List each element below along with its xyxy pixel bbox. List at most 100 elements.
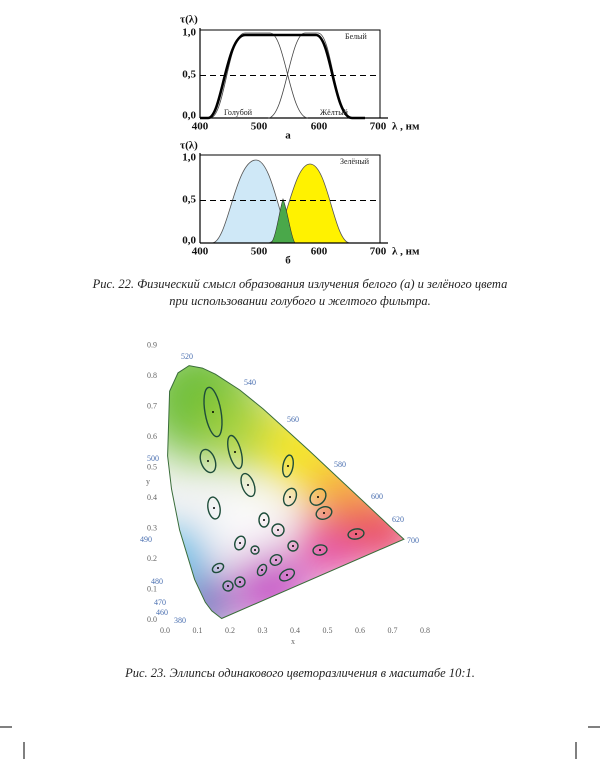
ellipse-center <box>319 549 321 551</box>
x-tick-label: 700 <box>370 121 387 133</box>
ellipse <box>203 386 223 438</box>
x-tick-label: 0.8 <box>420 626 430 635</box>
wavelength-label: 480 <box>151 577 163 586</box>
ellipse <box>250 545 260 555</box>
ellipse-center <box>289 496 291 498</box>
x-tick-label: 400 <box>192 121 209 133</box>
y-label: y <box>146 477 150 486</box>
ellipse <box>269 554 283 566</box>
ellipse-center <box>217 567 219 569</box>
x-tick-label: 0.0 <box>160 626 170 635</box>
ellipse <box>211 562 225 574</box>
x-tick-label: 600 <box>311 121 328 133</box>
legend: Белый <box>345 32 368 41</box>
y-tick-label: 0.9 <box>147 340 157 349</box>
wavelength-label: 470 <box>154 598 166 607</box>
y-label: τ(λ) <box>180 140 198 152</box>
x-label: x <box>291 637 295 646</box>
y-tick-label: 0,0 <box>182 110 196 122</box>
ellipse <box>234 576 246 588</box>
ellipse-center <box>261 569 263 571</box>
ellipse-center <box>275 559 277 561</box>
x-tick-label: 400 <box>192 246 209 258</box>
ellipse <box>278 568 296 582</box>
caption: Рис. 23. Эллипсы одинакового цветоразлич… <box>125 666 475 680</box>
ellipse-center <box>286 574 288 576</box>
x-tick-label: 600 <box>311 246 328 258</box>
y-tick-label: 0.8 <box>147 371 157 380</box>
legend: Зелёный <box>340 157 370 166</box>
ellipse <box>315 506 333 520</box>
x-tick-label: 500 <box>251 121 268 133</box>
blue-curve <box>209 32 309 119</box>
white-curve <box>200 33 365 120</box>
wavelength-label: 600 <box>371 492 383 501</box>
y-tick-label: 0.7 <box>147 401 157 410</box>
y-tick-label: 0.1 <box>147 584 157 593</box>
y-tick-label: 0.0 <box>147 615 157 624</box>
ellipse-center <box>234 451 236 453</box>
ellipse-center <box>212 411 214 413</box>
x-tick-label: 0.1 <box>193 626 203 635</box>
ellipse-center <box>239 542 241 544</box>
ellipse-center <box>207 460 209 462</box>
frame <box>200 29 381 118</box>
ellipse <box>287 540 299 552</box>
ellipse <box>222 580 234 592</box>
ellipse-center <box>263 519 265 521</box>
x-tick-label: 700 <box>370 246 387 258</box>
y-tick-label: 1,0 <box>182 27 196 39</box>
ellipse <box>199 448 217 474</box>
caption: Рис. 22. Физический смысл образования из… <box>92 277 508 308</box>
green-fill <box>270 198 296 244</box>
wavelength-label: 620 <box>392 515 404 524</box>
y-tick-label: 0,5 <box>182 69 196 81</box>
ellipse <box>271 523 285 537</box>
y-tick-label: 0.2 <box>147 554 157 563</box>
y-tick-label: 0,5 <box>182 194 196 206</box>
wavelength-label: 560 <box>287 415 299 424</box>
ellipse-center <box>227 585 229 587</box>
panel-a: τ(λ) 1,0 0,5 0,0 400 500 600 700 λ , нм … <box>180 14 420 142</box>
wavelength-label: 700 <box>407 536 419 545</box>
x-label: λ , нм <box>392 121 420 133</box>
chromaticity-diagram: 0.0 0.1 0.2 0.3 0.4 0.5 0.6 0.7 0.8 0.0 0.1 0.2 0.3 0… <box>140 340 430 646</box>
y-tick-label: 0,0 <box>182 235 196 247</box>
wavelength-label: 500 <box>147 454 159 463</box>
ellipse-center <box>277 529 279 531</box>
spectral-locus <box>167 365 405 620</box>
panel-label: а <box>285 130 291 142</box>
panel-b: τ(λ) 1,0 0,5 0,0 400 500 600 700 λ , нм … <box>180 140 420 267</box>
ellipse <box>207 496 221 520</box>
y-tick-label: 1,0 <box>182 152 196 164</box>
x-tick-label: 0.6 <box>355 626 365 635</box>
ellipse-center <box>254 549 256 551</box>
ellipses <box>199 386 365 592</box>
y-label: τ(λ) <box>180 14 198 26</box>
x-label: λ , нм <box>392 246 420 258</box>
curve-label: Жёлтый <box>320 108 349 117</box>
wavelength-label: 580 <box>334 460 346 469</box>
wavelength-label: 380 <box>174 616 186 625</box>
ellipse <box>258 512 270 528</box>
ellipse <box>282 487 298 507</box>
ellipse-center <box>317 496 319 498</box>
y-tick-label: 0.6 <box>147 432 157 441</box>
y-tick-label: 0.4 <box>147 493 157 502</box>
x-tick-label: 0.5 <box>323 626 333 635</box>
ellipse <box>309 488 327 506</box>
y-tick-label: 0.3 <box>147 523 157 532</box>
ellipse <box>282 454 294 478</box>
curve-label: Голубой <box>224 108 253 117</box>
ellipse-center <box>247 484 249 486</box>
ellipse <box>227 434 243 470</box>
wavelength-label: 540 <box>244 378 256 387</box>
x-tick-label: 0.3 <box>258 626 268 635</box>
ellipse-center <box>292 545 294 547</box>
wavelength-label: 460 <box>156 608 168 617</box>
ellipse <box>347 528 365 540</box>
ellipse <box>240 472 256 498</box>
ellipse <box>312 544 328 556</box>
